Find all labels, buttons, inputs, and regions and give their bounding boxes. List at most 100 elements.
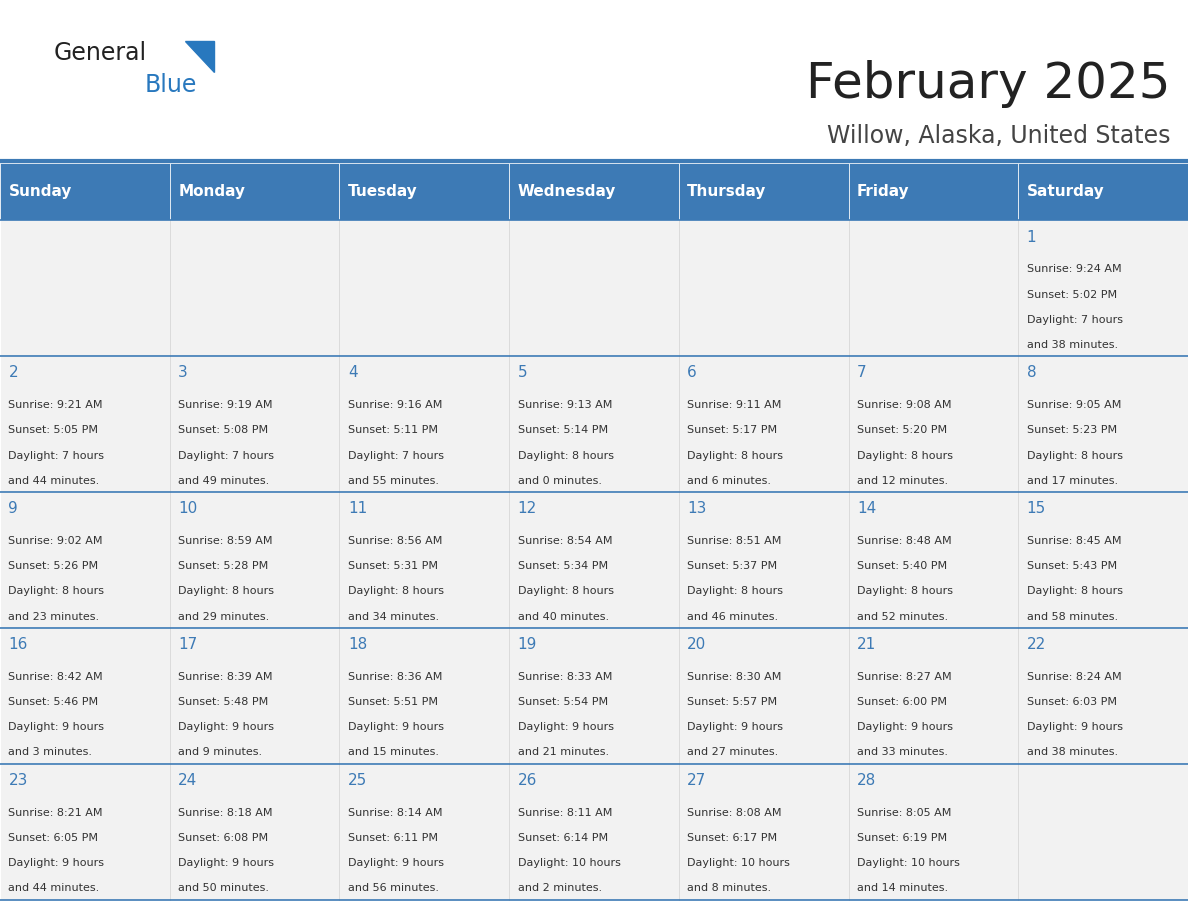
Bar <box>678 356 848 492</box>
Text: Sunset: 5:28 PM: Sunset: 5:28 PM <box>178 561 268 571</box>
Bar <box>510 764 678 900</box>
Bar <box>0 163 170 220</box>
Text: 20: 20 <box>688 637 707 652</box>
Text: Daylight: 8 hours: Daylight: 8 hours <box>688 451 783 461</box>
Text: and 40 minutes.: and 40 minutes. <box>518 611 608 621</box>
Text: Sunrise: 8:54 AM: Sunrise: 8:54 AM <box>518 536 612 546</box>
Bar <box>0 356 170 492</box>
Text: and 17 minutes.: and 17 minutes. <box>1026 476 1118 486</box>
Text: February 2025: February 2025 <box>805 60 1170 107</box>
Text: 2: 2 <box>8 365 18 380</box>
Bar <box>678 492 848 628</box>
Text: Sunrise: 8:08 AM: Sunrise: 8:08 AM <box>688 808 782 818</box>
Text: and 46 minutes.: and 46 minutes. <box>688 611 778 621</box>
Bar <box>848 220 1018 356</box>
Text: Sunrise: 9:21 AM: Sunrise: 9:21 AM <box>8 400 103 410</box>
Text: Daylight: 9 hours: Daylight: 9 hours <box>518 722 614 733</box>
Bar <box>1018 356 1188 492</box>
Text: 7: 7 <box>857 365 867 380</box>
Bar <box>678 628 848 764</box>
Text: Sunday: Sunday <box>8 185 71 199</box>
Text: Sunrise: 9:16 AM: Sunrise: 9:16 AM <box>348 400 442 410</box>
Text: Sunset: 5:26 PM: Sunset: 5:26 PM <box>8 561 99 571</box>
Text: Sunset: 5:48 PM: Sunset: 5:48 PM <box>178 697 268 707</box>
Text: Daylight: 8 hours: Daylight: 8 hours <box>8 587 105 597</box>
Text: Daylight: 9 hours: Daylight: 9 hours <box>348 858 444 868</box>
Text: Daylight: 8 hours: Daylight: 8 hours <box>688 587 783 597</box>
Bar <box>340 628 510 764</box>
Text: 22: 22 <box>1026 637 1045 652</box>
Bar <box>510 492 678 628</box>
Text: Sunset: 5:14 PM: Sunset: 5:14 PM <box>518 425 608 435</box>
Text: and 21 minutes.: and 21 minutes. <box>518 747 608 757</box>
Text: Sunset: 5:37 PM: Sunset: 5:37 PM <box>688 561 777 571</box>
Text: and 52 minutes.: and 52 minutes. <box>857 611 948 621</box>
Text: Sunset: 5:34 PM: Sunset: 5:34 PM <box>518 561 608 571</box>
Bar <box>510 163 678 220</box>
Text: and 50 minutes.: and 50 minutes. <box>178 883 270 893</box>
Text: Willow, Alaska, United States: Willow, Alaska, United States <box>827 124 1170 148</box>
Text: Daylight: 8 hours: Daylight: 8 hours <box>1026 587 1123 597</box>
Text: Sunrise: 8:36 AM: Sunrise: 8:36 AM <box>348 672 442 682</box>
Bar <box>848 628 1018 764</box>
Text: Daylight: 7 hours: Daylight: 7 hours <box>348 451 444 461</box>
Bar <box>510 356 678 492</box>
Text: Sunrise: 9:02 AM: Sunrise: 9:02 AM <box>8 536 103 546</box>
Text: Sunset: 5:08 PM: Sunset: 5:08 PM <box>178 425 268 435</box>
Text: and 38 minutes.: and 38 minutes. <box>1026 747 1118 757</box>
Text: Daylight: 8 hours: Daylight: 8 hours <box>857 587 953 597</box>
Bar <box>510 628 678 764</box>
Text: and 58 minutes.: and 58 minutes. <box>1026 611 1118 621</box>
Text: Sunrise: 8:24 AM: Sunrise: 8:24 AM <box>1026 672 1121 682</box>
Text: 12: 12 <box>518 501 537 516</box>
Text: 21: 21 <box>857 637 877 652</box>
Text: Sunrise: 8:18 AM: Sunrise: 8:18 AM <box>178 808 273 818</box>
Text: and 33 minutes.: and 33 minutes. <box>857 747 948 757</box>
Text: 25: 25 <box>348 773 367 788</box>
Bar <box>170 764 340 900</box>
Text: Sunset: 5:20 PM: Sunset: 5:20 PM <box>857 425 947 435</box>
Text: Daylight: 7 hours: Daylight: 7 hours <box>178 451 274 461</box>
Text: Sunrise: 8:27 AM: Sunrise: 8:27 AM <box>857 672 952 682</box>
Text: Sunrise: 8:30 AM: Sunrise: 8:30 AM <box>688 672 782 682</box>
Text: Daylight: 9 hours: Daylight: 9 hours <box>857 722 953 733</box>
Text: Sunrise: 9:08 AM: Sunrise: 9:08 AM <box>857 400 952 410</box>
Text: Sunrise: 9:24 AM: Sunrise: 9:24 AM <box>1026 264 1121 274</box>
Text: Sunrise: 8:33 AM: Sunrise: 8:33 AM <box>518 672 612 682</box>
Bar <box>170 628 340 764</box>
Text: and 3 minutes.: and 3 minutes. <box>8 747 93 757</box>
Text: and 12 minutes.: and 12 minutes. <box>857 476 948 486</box>
Bar <box>0 220 170 356</box>
Text: Sunset: 6:17 PM: Sunset: 6:17 PM <box>688 833 777 843</box>
Text: 17: 17 <box>178 637 197 652</box>
Bar <box>848 163 1018 220</box>
Text: 6: 6 <box>688 365 697 380</box>
Text: Sunset: 5:54 PM: Sunset: 5:54 PM <box>518 697 608 707</box>
Text: and 44 minutes.: and 44 minutes. <box>8 883 100 893</box>
Text: 15: 15 <box>1026 501 1045 516</box>
Text: Sunrise: 9:11 AM: Sunrise: 9:11 AM <box>688 400 782 410</box>
Bar <box>340 764 510 900</box>
Text: and 34 minutes.: and 34 minutes. <box>348 611 440 621</box>
Bar <box>1018 764 1188 900</box>
Text: Sunrise: 8:05 AM: Sunrise: 8:05 AM <box>857 808 952 818</box>
Bar <box>1018 220 1188 356</box>
Bar <box>848 492 1018 628</box>
Text: 8: 8 <box>1026 365 1036 380</box>
Text: 27: 27 <box>688 773 707 788</box>
Text: Sunset: 6:00 PM: Sunset: 6:00 PM <box>857 697 947 707</box>
Text: Sunrise: 8:56 AM: Sunrise: 8:56 AM <box>348 536 442 546</box>
Text: Daylight: 7 hours: Daylight: 7 hours <box>8 451 105 461</box>
Text: Blue: Blue <box>145 73 197 97</box>
Bar <box>170 220 340 356</box>
Text: and 9 minutes.: and 9 minutes. <box>178 747 263 757</box>
Text: 14: 14 <box>857 501 877 516</box>
Text: Sunset: 5:51 PM: Sunset: 5:51 PM <box>348 697 438 707</box>
Text: 3: 3 <box>178 365 188 380</box>
Bar <box>678 764 848 900</box>
Text: Sunrise: 8:21 AM: Sunrise: 8:21 AM <box>8 808 103 818</box>
Bar <box>0 492 170 628</box>
Text: Saturday: Saturday <box>1026 185 1105 199</box>
Text: Sunset: 5:40 PM: Sunset: 5:40 PM <box>857 561 947 571</box>
Text: Daylight: 8 hours: Daylight: 8 hours <box>518 587 614 597</box>
